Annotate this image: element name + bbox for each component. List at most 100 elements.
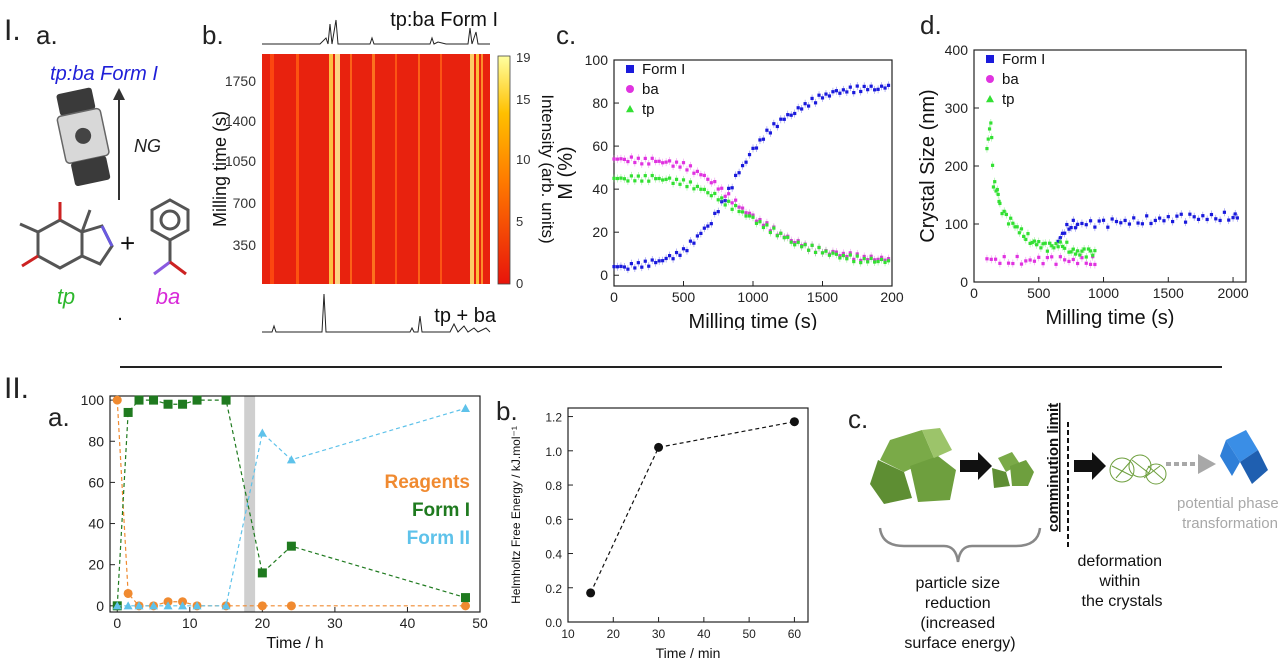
data-point xyxy=(720,186,724,190)
y-axis-label: M (%) xyxy=(555,146,577,199)
x-axis-label: Time / min xyxy=(656,645,721,661)
y-tick-label: 80 xyxy=(88,433,104,449)
data-point xyxy=(1013,225,1017,229)
data-point xyxy=(1019,262,1024,266)
data-point xyxy=(221,601,231,610)
data-point xyxy=(1039,246,1043,250)
data-point xyxy=(813,250,818,255)
panel-iia-letter: a. xyxy=(48,402,70,432)
data-point xyxy=(779,231,783,235)
deformed-crystals-icon xyxy=(1109,454,1167,485)
series-line xyxy=(590,421,795,594)
data-point xyxy=(855,84,859,88)
data-point xyxy=(991,185,996,189)
legend-label: Form I xyxy=(412,500,470,521)
data-point xyxy=(1071,218,1075,222)
x-tick-label: 0 xyxy=(113,615,121,631)
data-point xyxy=(1097,219,1101,223)
data-point xyxy=(855,254,859,258)
data-point xyxy=(751,215,755,219)
data-point xyxy=(1076,261,1080,266)
data-point xyxy=(869,256,873,261)
data-point xyxy=(1080,221,1084,226)
data-point xyxy=(761,137,766,141)
data-point xyxy=(730,186,734,190)
data-point xyxy=(612,265,616,269)
data-point xyxy=(664,160,668,164)
data-point xyxy=(1218,218,1222,223)
plot-frame xyxy=(109,395,481,613)
data-point xyxy=(647,162,651,166)
comminution-limit-label: comminution limit xyxy=(1045,403,1062,532)
x-tick-label: 500 xyxy=(672,289,696,305)
data-point xyxy=(692,187,696,191)
data-point xyxy=(768,230,772,235)
data-point xyxy=(619,264,623,268)
data-point xyxy=(668,176,672,180)
x-axis-label: Time / h xyxy=(266,635,323,652)
data-point xyxy=(737,171,741,175)
data-point xyxy=(615,157,620,161)
data-point xyxy=(879,84,884,88)
data-point xyxy=(1088,262,1093,266)
y-tick-label: 0.2 xyxy=(545,582,562,596)
data-point xyxy=(699,173,703,177)
data-point xyxy=(1050,244,1054,248)
data-point xyxy=(619,157,623,161)
data-point xyxy=(657,259,661,263)
data-point xyxy=(1006,222,1011,226)
data-point xyxy=(661,259,665,263)
data-point xyxy=(1078,253,1082,257)
data-point xyxy=(751,146,755,150)
y-tick-label: 60 xyxy=(88,474,104,490)
data-point xyxy=(647,264,651,268)
x-tick-label: 50 xyxy=(742,627,756,641)
data-point xyxy=(123,588,133,598)
data-point xyxy=(723,194,727,198)
data-point xyxy=(1192,215,1196,219)
data-point xyxy=(1002,209,1006,213)
data-point xyxy=(671,257,675,261)
panel-id-chart: 0 500 1000 1500 2000 0 100 200 300 400 Milling tim… xyxy=(917,42,1249,329)
data-point xyxy=(831,251,835,255)
data-point xyxy=(713,180,717,184)
data-point xyxy=(664,256,668,261)
data-point xyxy=(1058,236,1062,240)
data-point xyxy=(1101,218,1106,222)
y-tick-label: 200 xyxy=(945,158,969,174)
data-point xyxy=(695,184,699,189)
data-point xyxy=(629,174,633,178)
data-point xyxy=(626,159,630,164)
heatmap-ylabel: Milling time (s) xyxy=(210,111,230,227)
data-point xyxy=(1035,243,1039,247)
x-tick-label: 0 xyxy=(610,289,618,305)
data-point xyxy=(664,177,668,181)
data-point xyxy=(879,257,884,262)
reaction-arrowhead xyxy=(113,88,125,100)
data-point xyxy=(765,128,769,132)
data-point xyxy=(1032,259,1037,263)
data-point xyxy=(986,137,990,141)
particle-size-caption: particle size reduction (increased surfa… xyxy=(904,575,1015,652)
data-point xyxy=(723,199,727,203)
series-2 xyxy=(985,119,1097,261)
data-point xyxy=(286,601,296,611)
data-point xyxy=(622,265,627,269)
data-point xyxy=(862,84,866,89)
data-point xyxy=(650,173,654,178)
series-0 xyxy=(1056,208,1239,246)
data-point xyxy=(112,395,122,405)
data-point xyxy=(1060,244,1065,249)
data-point xyxy=(1093,225,1097,229)
data-point xyxy=(1214,217,1218,221)
legend-label: tp xyxy=(1002,91,1015,108)
data-point xyxy=(112,601,122,610)
data-point xyxy=(1132,216,1136,220)
legend-label: Form I xyxy=(1002,51,1045,68)
data-point xyxy=(1106,225,1110,229)
data-point xyxy=(793,111,797,116)
data-point xyxy=(681,247,686,251)
data-point xyxy=(654,260,658,265)
data-point xyxy=(654,442,664,452)
data-point xyxy=(1063,231,1067,235)
